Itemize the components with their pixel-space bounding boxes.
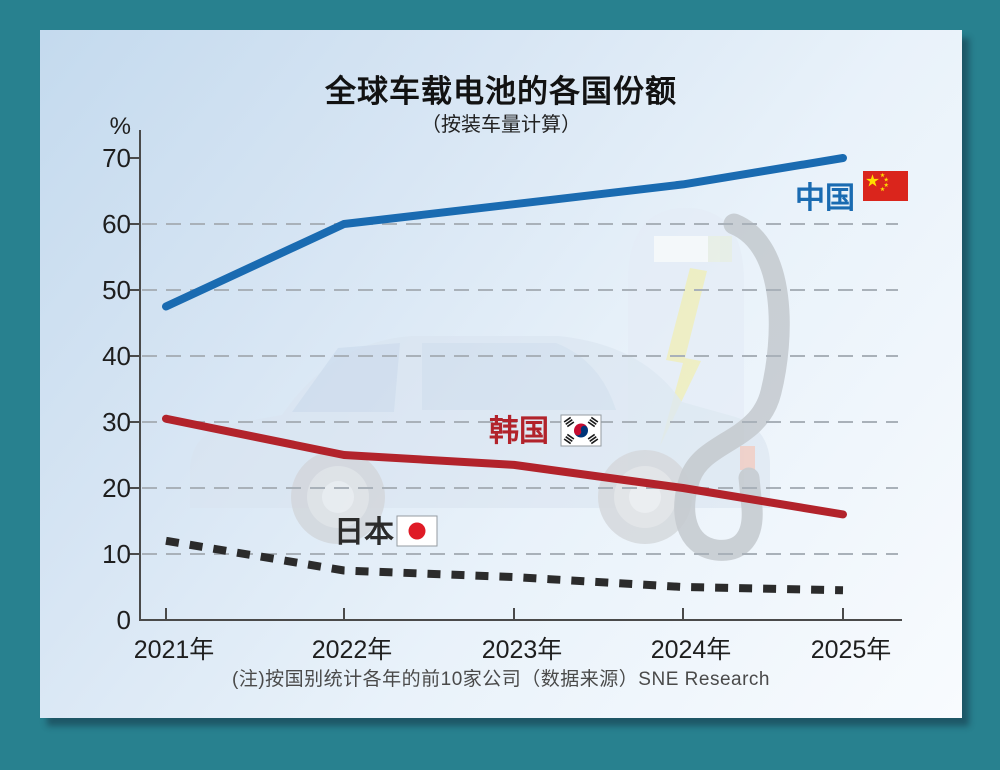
car-windshield — [292, 343, 400, 412]
japan-flag-icon — [396, 515, 438, 547]
south-korea-flag-icon — [560, 414, 602, 447]
x-tick-label-2: 2023年 — [482, 636, 563, 664]
x-tick-label-0: 2021年 — [134, 636, 215, 664]
y-tick-label-70: 70 — [102, 143, 131, 173]
source-note: (注)按国别统计各年的前10家公司（数据来源）SNE Research — [232, 669, 770, 690]
station-screen-button — [708, 236, 732, 262]
y-tick-label-60: 60 — [102, 209, 131, 239]
y-tick-label-40: 40 — [102, 341, 131, 371]
car-side-window — [422, 343, 616, 410]
y-tick-label-30: 30 — [102, 407, 131, 437]
x-tick-label-1: 2022年 — [312, 636, 393, 664]
x-tick-label-3: 2024年 — [651, 636, 732, 664]
y-axis-unit-label: % — [110, 113, 131, 140]
charging-cable — [674, 213, 790, 561]
y-tick-label-20: 20 — [102, 473, 131, 503]
chart-card: 0 10 20 30 40 50 60 70% 2021年 2022年 2023年 2024年 2025… — [40, 30, 962, 718]
series-line-china — [162, 154, 847, 311]
series-label-china: 中国 — [795, 182, 855, 215]
y-tick-label-50: 50 — [102, 275, 131, 305]
y-tick-label-10: 10 — [102, 539, 131, 569]
car-wheel-front — [291, 450, 385, 544]
y-tick-label-0: 0 — [117, 605, 131, 635]
chart-subtitle: （按装车量计算） — [421, 114, 581, 136]
chart-title: 全球车载电池的各国份额 — [325, 74, 677, 109]
series-line-japan — [165, 536, 844, 595]
chart-canvas: 0 10 20 30 40 50 60 70% 2021年 2022年 2023年 2024年 2025… — [102, 113, 908, 664]
charge-port — [740, 446, 755, 470]
axes — [139, 130, 902, 621]
x-tick-label-4: 2025年 — [811, 636, 892, 664]
series-line-south-korea — [162, 414, 847, 519]
china-flag-icon — [863, 171, 908, 201]
series-label-japan: 日本 — [334, 516, 394, 549]
series-label-south-korea: 韩国 — [489, 415, 549, 448]
